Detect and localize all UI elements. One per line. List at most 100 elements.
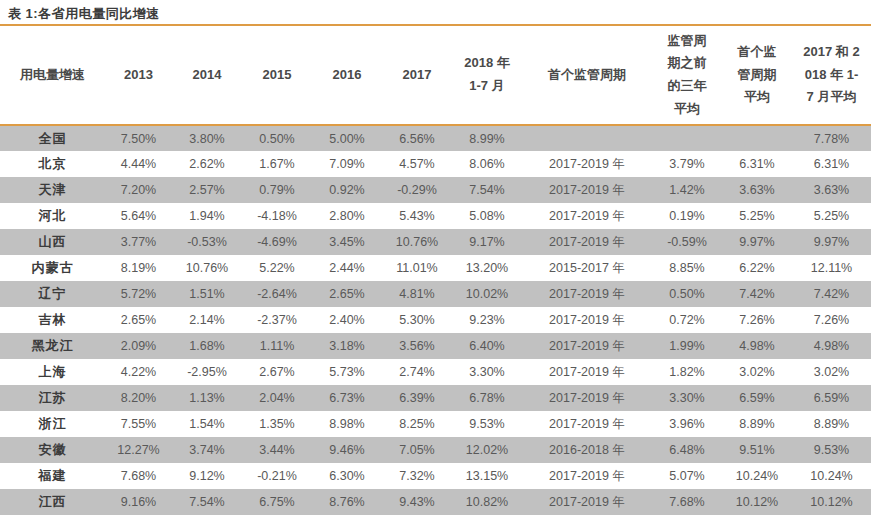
data-cell: 9.46% — [312, 437, 382, 463]
data-cell: 7.68% — [105, 463, 172, 489]
data-cell: 1.99% — [652, 333, 722, 359]
data-cell: 1.11% — [242, 333, 312, 359]
data-cell: 8.85% — [652, 255, 722, 281]
data-cell: 8.89% — [792, 411, 871, 437]
data-cell: 7.42% — [792, 281, 871, 307]
report-table-figure: 表 1:各省用电量同比增速 用电量增速201320142015201620172… — [0, 0, 871, 518]
data-cell: 1.94% — [172, 203, 242, 229]
data-cell: 2.65% — [105, 307, 172, 333]
data-cell: 6.48% — [652, 437, 722, 463]
data-cell: 10.12% — [792, 489, 871, 515]
data-cell: 13.20% — [452, 255, 522, 281]
table-row: 河北5.64%1.94%-4.18%2.80%5.43%5.08%2017-20… — [0, 203, 871, 229]
row-header-cell: 江苏 — [0, 385, 105, 411]
data-cell: 4.57% — [382, 151, 452, 177]
row-header-cell: 黑龙江 — [0, 333, 105, 359]
data-cell: 0.79% — [242, 177, 312, 203]
data-cell: 5.72% — [105, 281, 172, 307]
data-cell: 2017-2019 年 — [522, 359, 652, 385]
data-cell: 7.42% — [722, 281, 792, 307]
data-cell: 2017-2019 年 — [522, 281, 652, 307]
data-cell: 3.30% — [652, 385, 722, 411]
table-row: 北京4.44%2.62%1.67%7.09%4.57%8.06%2017-201… — [0, 151, 871, 177]
data-cell: 3.96% — [652, 411, 722, 437]
data-cell: 7.32% — [382, 463, 452, 489]
data-cell: 5.22% — [242, 255, 312, 281]
column-header: 2018 年 1-7 月 — [452, 26, 522, 125]
data-cell: -2.64% — [242, 281, 312, 307]
table-row: 江苏8.20%1.13%2.04%6.73%6.39%6.78%2017-201… — [0, 385, 871, 411]
electricity-growth-table: 用电量增速201320142015201620172018 年 1-7 月首个监… — [0, 26, 871, 515]
data-cell: 7.50% — [105, 125, 172, 151]
data-cell: 6.30% — [312, 463, 382, 489]
table-row: 天津7.20%2.57%0.79%0.92%-0.29%7.54%2017-20… — [0, 177, 871, 203]
column-header: 2016 — [312, 26, 382, 125]
data-cell: 2.74% — [382, 359, 452, 385]
data-cell: 2.65% — [312, 281, 382, 307]
data-cell: 1.67% — [242, 151, 312, 177]
data-cell: 7.20% — [105, 177, 172, 203]
data-cell: -4.18% — [242, 203, 312, 229]
data-cell: 2017-2019 年 — [522, 203, 652, 229]
data-cell: 7.26% — [792, 307, 871, 333]
table-title: 表 1:各省用电量同比增速 — [0, 0, 871, 26]
data-cell: 8.20% — [105, 385, 172, 411]
data-cell: 2017-2019 年 — [522, 307, 652, 333]
row-header-cell: 全国 — [0, 125, 105, 151]
data-cell: 3.45% — [312, 229, 382, 255]
data-cell: 8.89% — [722, 411, 792, 437]
data-cell: -0.59% — [652, 229, 722, 255]
data-cell: 6.59% — [722, 385, 792, 411]
data-cell: 1.13% — [172, 385, 242, 411]
table-body: 全国7.50%3.80%0.50%5.00%6.56%8.99%7.78%北京4… — [0, 125, 871, 515]
data-cell: 2017-2019 年 — [522, 229, 652, 255]
data-cell: 7.68% — [652, 489, 722, 515]
data-cell: 5.07% — [652, 463, 722, 489]
data-cell: 2.04% — [242, 385, 312, 411]
column-header: 监管周期之前的三年平均 — [652, 26, 722, 125]
data-cell: 5.43% — [382, 203, 452, 229]
row-header-cell: 北京 — [0, 151, 105, 177]
data-cell: 2.14% — [172, 307, 242, 333]
data-cell: 6.56% — [382, 125, 452, 151]
data-cell: 10.24% — [792, 463, 871, 489]
table-row: 安徽12.27%3.74%3.44%9.46%7.05%12.02%2016-2… — [0, 437, 871, 463]
data-cell: 8.76% — [312, 489, 382, 515]
data-cell: 7.54% — [452, 177, 522, 203]
data-cell: 3.80% — [172, 125, 242, 151]
column-header: 2017 — [382, 26, 452, 125]
table-row: 内蒙古8.19%10.76%5.22%2.44%11.01%13.20%2015… — [0, 255, 871, 281]
data-cell: 7.05% — [382, 437, 452, 463]
row-header-cell: 山西 — [0, 229, 105, 255]
data-cell: 2.40% — [312, 307, 382, 333]
data-cell: 2.57% — [172, 177, 242, 203]
data-cell: 4.81% — [382, 281, 452, 307]
data-cell: 6.59% — [792, 385, 871, 411]
table-row: 黑龙江2.09%1.68%1.11%3.18%3.56%6.40%2017-20… — [0, 333, 871, 359]
data-cell — [652, 125, 722, 151]
data-cell: 12.27% — [105, 437, 172, 463]
data-cell: 2017-2019 年 — [522, 463, 652, 489]
table-row: 全国7.50%3.80%0.50%5.00%6.56%8.99%7.78% — [0, 125, 871, 151]
row-header-cell: 吉林 — [0, 307, 105, 333]
row-header-cell: 安徽 — [0, 437, 105, 463]
data-cell: 6.73% — [312, 385, 382, 411]
data-cell: 1.51% — [172, 281, 242, 307]
data-cell: 8.06% — [452, 151, 522, 177]
data-cell: 3.56% — [382, 333, 452, 359]
data-cell: 7.78% — [792, 125, 871, 151]
data-cell: 9.23% — [452, 307, 522, 333]
table-row: 山西3.77%-0.53%-4.69%3.45%10.76%9.17%2017-… — [0, 229, 871, 255]
data-cell: 1.68% — [172, 333, 242, 359]
row-header-cell: 上海 — [0, 359, 105, 385]
data-cell: 5.25% — [792, 203, 871, 229]
table-header: 用电量增速201320142015201620172018 年 1-7 月首个监… — [0, 26, 871, 125]
data-cell: 3.02% — [792, 359, 871, 385]
data-cell: 2017-2019 年 — [522, 489, 652, 515]
data-cell: -0.21% — [242, 463, 312, 489]
row-header-cell: 福建 — [0, 463, 105, 489]
data-cell: 4.98% — [792, 333, 871, 359]
row-header-cell: 江西 — [0, 489, 105, 515]
data-cell: 4.98% — [722, 333, 792, 359]
data-cell: 2.67% — [242, 359, 312, 385]
